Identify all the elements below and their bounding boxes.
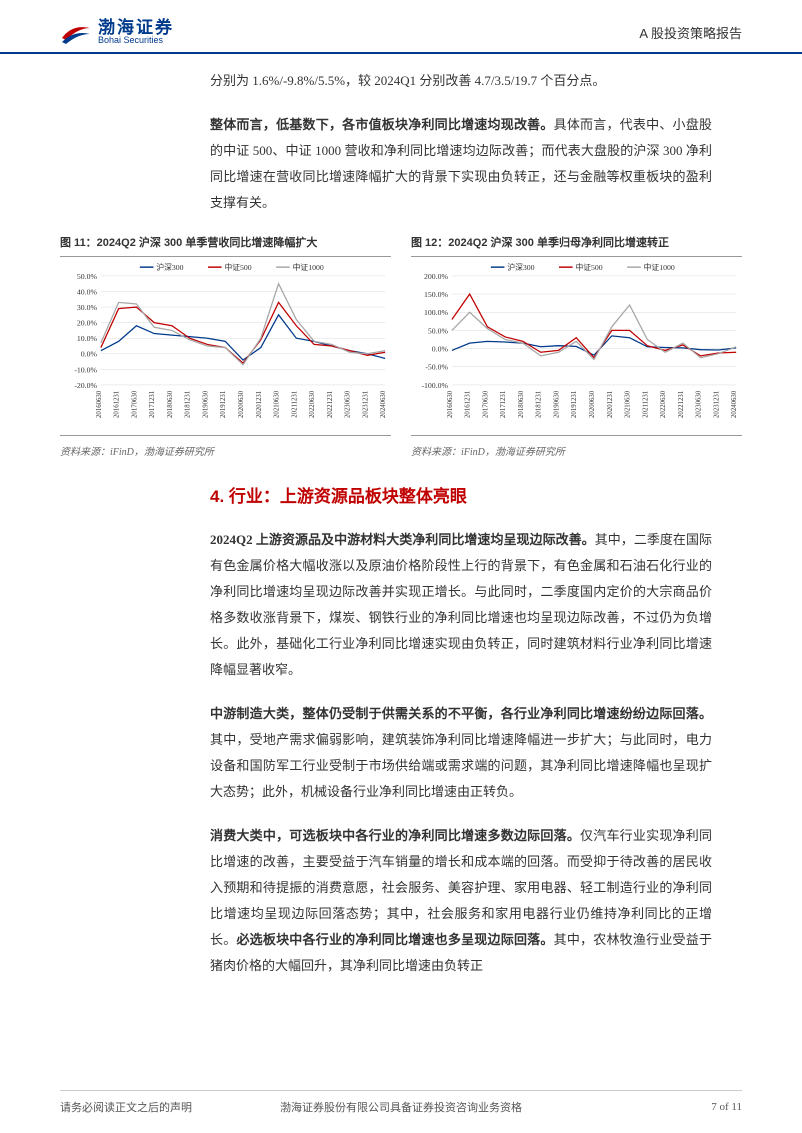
para-4: 消费大类中，可选板块中各行业的净利同比增速多数边际回落。仅汽车行业实现净利同比增… [210,823,712,979]
svg-text:200.0%: 200.0% [424,272,448,281]
svg-text:20211231: 20211231 [291,391,298,418]
svg-text:20161231: 20161231 [114,391,121,418]
svg-text:50.0%: 50.0% [428,326,449,335]
svg-text:20171231: 20171231 [500,391,507,418]
svg-text:沪深300: 沪深300 [507,262,534,272]
chart-12-title: 图 12：2024Q2 沪深 300 单季归母净利同比增速转正 [411,234,742,250]
svg-text:中证1000: 中证1000 [293,262,324,272]
svg-text:中证500: 中证500 [225,262,252,272]
svg-text:20201231: 20201231 [256,391,263,418]
svg-text:20191231: 20191231 [220,391,227,418]
svg-text:20160630: 20160630 [447,390,454,418]
para-3-rest: 其中，受地产需求偏弱影响，建筑装饰净利同比增速降幅进一步扩大；与此同时，电力设备… [210,732,712,799]
svg-text:20220630: 20220630 [309,390,316,418]
svg-text:20190630: 20190630 [202,390,209,418]
svg-text:20240630: 20240630 [380,390,387,418]
chart-row: 图 11：2024Q2 沪深 300 单季营收同比增速降幅扩大 -20.0% -1… [60,234,742,458]
footer-right: 7 of 11 [711,1101,742,1113]
chart-11: 图 11：2024Q2 沪深 300 单季营收同比增速降幅扩大 -20.0% -1… [60,234,391,458]
svg-text:0.0%: 0.0% [432,345,449,354]
para-3: 中游制造大类，整体仍受制于供需关系的不平衡，各行业净利同比增速纷纷边际回落。其中… [210,701,712,805]
page-footer: 请务必阅读正文之后的声明 渤海证券股份有限公司具备证券投资咨询业务资格 7 of… [60,1090,742,1115]
svg-text:20231231: 20231231 [362,391,369,418]
svg-text:20230630: 20230630 [345,390,352,418]
para-2-rest: 其中，二季度在国际有色金属价格大幅收涨以及原油价格阶段性上行的背景下，有色金属和… [210,532,712,677]
doc-type: A 股投资策略报告 [639,23,742,42]
svg-text:10.0%: 10.0% [77,334,98,343]
chart-11-title: 图 11：2024Q2 沪深 300 单季营收同比增速降幅扩大 [60,234,391,250]
logo-text-en: Bohai Securities [98,36,174,45]
svg-text:中证1000: 中证1000 [644,262,675,272]
svg-text:20210630: 20210630 [625,390,632,418]
svg-text:20231231: 20231231 [713,391,720,418]
svg-text:沪深300: 沪深300 [156,262,183,272]
svg-text:20180630: 20180630 [518,390,525,418]
footer-center: 渤海证券股份有限公司具备证券投资咨询业务资格 [280,1099,522,1115]
chart-12-source: 资料来源：iFinD，渤海证券研究所 [411,443,742,458]
svg-text:20161231: 20161231 [465,391,472,418]
svg-text:150.0%: 150.0% [424,290,448,299]
para-1: 整体而言，低基数下，各市值板块净利同比增速均现改善。具体而言，代表中、小盘股的中… [210,112,712,216]
para-4-bold1: 消费大类中，可选板块中各行业的净利同比增速多数边际回落。 [210,828,580,843]
svg-text:20220630: 20220630 [660,390,667,418]
svg-text:-20.0%: -20.0% [74,381,97,390]
svg-text:20221231: 20221231 [327,391,334,418]
footer-left: 请务必阅读正文之后的声明 [60,1099,192,1115]
svg-text:20221231: 20221231 [678,391,685,418]
svg-text:20200630: 20200630 [589,390,596,418]
para-1-bold: 整体而言，低基数下，各市值板块净利同比增速均现改善。 [210,117,554,132]
svg-text:0.0%: 0.0% [81,350,98,359]
svg-text:20181231: 20181231 [185,391,192,418]
para-4-bold2: 必选板块中各行业的净利同比增速也多呈现边际回落。 [236,932,553,947]
svg-text:20170630: 20170630 [482,390,489,418]
svg-text:20200630: 20200630 [238,390,245,418]
svg-text:中证500: 中证500 [576,262,603,272]
chart-12: 图 12：2024Q2 沪深 300 单季归母净利同比增速转正 -100.0%-… [411,234,742,458]
svg-text:100.0%: 100.0% [424,308,448,317]
logo-icon [60,18,92,46]
svg-text:20240630: 20240630 [731,390,738,418]
page-header: 渤海证券 Bohai Securities A 股投资策略报告 [0,0,802,54]
chart-11-source: 资料来源：iFinD，渤海证券研究所 [60,443,391,458]
para-4-mid: 仅汽车行业实现净利同比增速的改善，主要受益于汽车销量的增长和成本端的回落。而受抑… [210,828,712,947]
svg-text:-100.0%: -100.0% [421,381,448,390]
svg-text:40.0%: 40.0% [77,287,98,296]
svg-text:20210630: 20210630 [274,390,281,418]
svg-text:-50.0%: -50.0% [425,363,448,372]
chart-12-svg: -100.0% -50.0% 0.0% 50.0% 100.0% 150.0% 200.0%… [411,256,742,436]
svg-text:20171231: 20171231 [149,391,156,418]
svg-text:20180630: 20180630 [167,390,174,418]
para-3-bold: 中游制造大类，整体仍受制于供需关系的不平衡，各行业净利同比增速纷纷边际回落。 [210,706,712,721]
svg-text:20170630: 20170630 [131,390,138,418]
content-area: 分别为 1.6%/-9.8%/5.5%，较 2024Q1 分别改善 4.7/3.… [0,54,802,979]
svg-text:20181231: 20181231 [536,391,543,418]
svg-text:20191231: 20191231 [571,391,578,418]
chart-11-svg: -20.0% -10.0% 0.0% 10.0% 20.0% 30.0% 40.0% 50.0… [60,256,391,436]
svg-text:20190630: 20190630 [553,390,560,418]
svg-text:-10.0%: -10.0% [74,365,97,374]
svg-text:50.0%: 50.0% [77,272,98,281]
svg-text:30.0%: 30.0% [77,303,98,312]
para-2: 2024Q2 上游资源品及中游材料大类净利同比增速均呈现边际改善。其中，二季度在… [210,527,712,683]
svg-text:20.0%: 20.0% [77,319,98,328]
svg-text:20230630: 20230630 [696,390,703,418]
svg-text:20160630: 20160630 [96,390,103,418]
para-2-bold: 2024Q2 上游资源品及中游材料大类净利同比增速均呈现边际改善。 [210,532,595,547]
section-4-heading: 4. 行业：上游资源品板块整体亮眼 [210,482,712,507]
logo-text-cn: 渤海证券 [98,19,174,36]
para-0: 分别为 1.6%/-9.8%/5.5%，较 2024Q1 分别改善 4.7/3.… [210,68,712,94]
svg-text:20201231: 20201231 [607,391,614,418]
logo: 渤海证券 Bohai Securities [60,18,174,46]
svg-text:20211231: 20211231 [642,391,649,418]
